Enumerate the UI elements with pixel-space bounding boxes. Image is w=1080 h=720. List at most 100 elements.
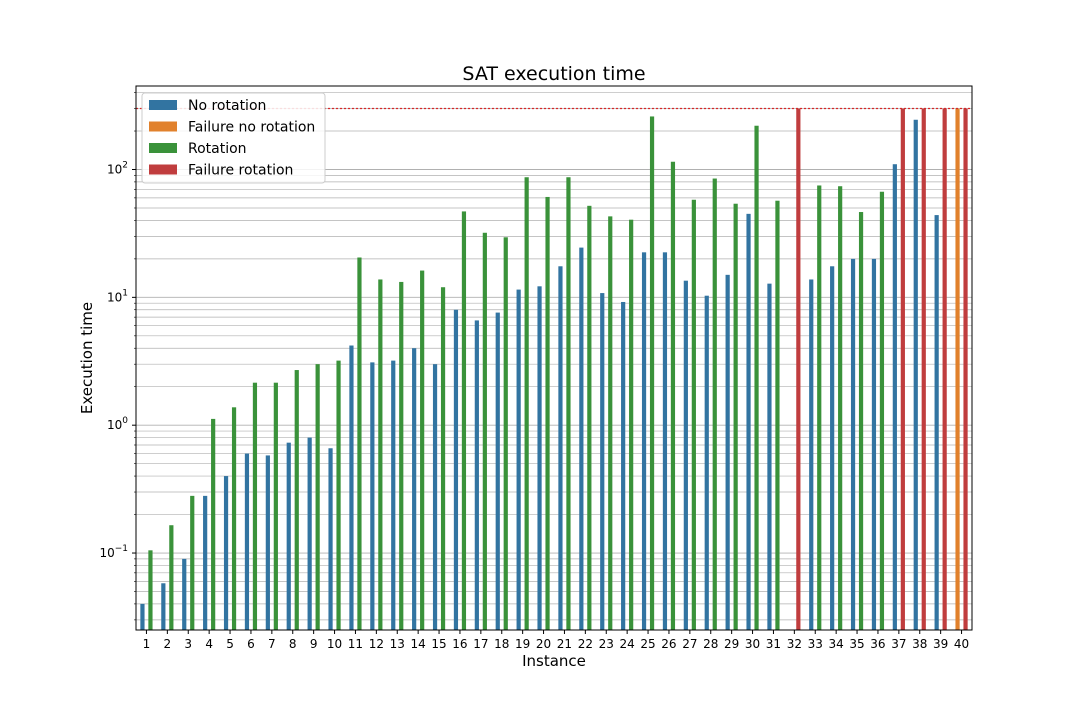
- bar: [432, 364, 438, 630]
- bar: [796, 108, 801, 630]
- x-tick-label: 5: [226, 637, 234, 651]
- bar: [273, 382, 278, 630]
- bar: [767, 283, 772, 630]
- x-tick-label: 33: [808, 637, 823, 651]
- y-tick-label: 10−1: [99, 544, 128, 560]
- bar: [474, 320, 479, 630]
- x-tick-label: 12: [369, 637, 384, 651]
- bar: [252, 382, 258, 630]
- bar: [148, 550, 153, 630]
- bar: [892, 164, 897, 631]
- bar: [223, 476, 229, 630]
- bar: [391, 360, 396, 630]
- bar: [725, 274, 730, 630]
- plot-frame: [135, 85, 973, 631]
- bar: [683, 280, 688, 630]
- bar: [963, 108, 968, 630]
- bar: [161, 583, 166, 630]
- bar: [809, 279, 814, 630]
- x-tick-label: 4: [205, 637, 213, 651]
- x-tick-label: 6: [247, 637, 255, 651]
- bar: [600, 293, 605, 630]
- bar: [336, 360, 341, 630]
- bar: [244, 453, 250, 630]
- legend-swatch: [149, 143, 177, 153]
- bar: [955, 108, 960, 630]
- bar: [579, 247, 584, 630]
- bar: [942, 108, 947, 630]
- legend-label: No rotation: [188, 98, 266, 114]
- bars-layer: [140, 108, 968, 631]
- x-tick-label: 40: [954, 637, 969, 651]
- x-tick-label: 25: [640, 637, 655, 651]
- bar: [858, 212, 864, 631]
- bar: [649, 116, 655, 630]
- x-tick-label: 32: [787, 637, 802, 651]
- bar: [420, 270, 425, 630]
- x-tick-label: 27: [682, 637, 697, 651]
- bar: [733, 203, 738, 631]
- bar: [537, 286, 542, 630]
- x-tick-label: 3: [184, 637, 192, 651]
- x-tick-label: 8: [289, 637, 297, 651]
- bar: [838, 186, 843, 630]
- bar: [754, 125, 759, 630]
- x-tick-label: 19: [515, 637, 530, 651]
- bar: [140, 603, 145, 630]
- x-tick-label: 21: [557, 637, 572, 651]
- bar: [169, 525, 174, 630]
- bar: [746, 213, 751, 630]
- x-tick-label: 17: [473, 637, 488, 651]
- legend: No rotation Failure no rotation Rotation Fa…: [141, 92, 326, 184]
- x-tick-label: 37: [891, 637, 906, 651]
- bar: [211, 418, 216, 630]
- x-tick-label: 7: [268, 637, 276, 651]
- x-tick-label: 38: [912, 637, 927, 651]
- bar: [566, 177, 571, 630]
- bar: [495, 312, 500, 630]
- x-tick-label: 39: [933, 637, 948, 651]
- bar: [265, 455, 270, 630]
- bar: [871, 258, 877, 630]
- x-tick-label: 36: [870, 637, 885, 651]
- x-tick-label: 34: [829, 637, 844, 651]
- bar: [775, 200, 780, 630]
- bar: [482, 232, 487, 630]
- bar: [357, 257, 362, 630]
- bar: [399, 281, 404, 630]
- x-tick-label: 10: [327, 637, 342, 651]
- legend-label: Failure no rotation: [188, 120, 315, 136]
- bar: [558, 266, 563, 630]
- bar: [349, 345, 354, 630]
- bar: [608, 216, 613, 630]
- y-tick-label: 102: [107, 161, 128, 177]
- y-axis: 10−1 100 101 102: [99, 92, 136, 621]
- legend-swatch: [149, 100, 177, 110]
- bar: [294, 370, 299, 630]
- bar: [461, 211, 467, 631]
- bar: [629, 219, 634, 630]
- y-axis-label: Execution time: [78, 302, 96, 414]
- bar: [524, 177, 529, 630]
- bar: [621, 301, 626, 630]
- bar: [934, 215, 939, 630]
- bar: [231, 407, 237, 630]
- bar: [370, 362, 375, 630]
- bar: [850, 258, 856, 630]
- bar: [900, 108, 905, 630]
- legend-box: [141, 92, 326, 184]
- x-tick-label: 1: [143, 637, 151, 651]
- x-tick-label: 29: [724, 637, 739, 651]
- bar: [879, 191, 885, 631]
- bar: [315, 364, 320, 630]
- x-tick-label: 22: [578, 637, 593, 651]
- x-tick-label: 11: [348, 637, 363, 651]
- bar: [307, 437, 312, 630]
- legend-label: Failure rotation: [188, 163, 293, 179]
- chart-title: SAT execution time: [462, 63, 645, 85]
- bar: [817, 185, 822, 630]
- bar: [712, 178, 717, 630]
- x-axis: 1 2 3 4 5 6 7 8 9 10 11 12 13 14 15 16 17 18 19 20 21 22 23 24 2…: [143, 630, 969, 651]
- bar: [453, 309, 459, 630]
